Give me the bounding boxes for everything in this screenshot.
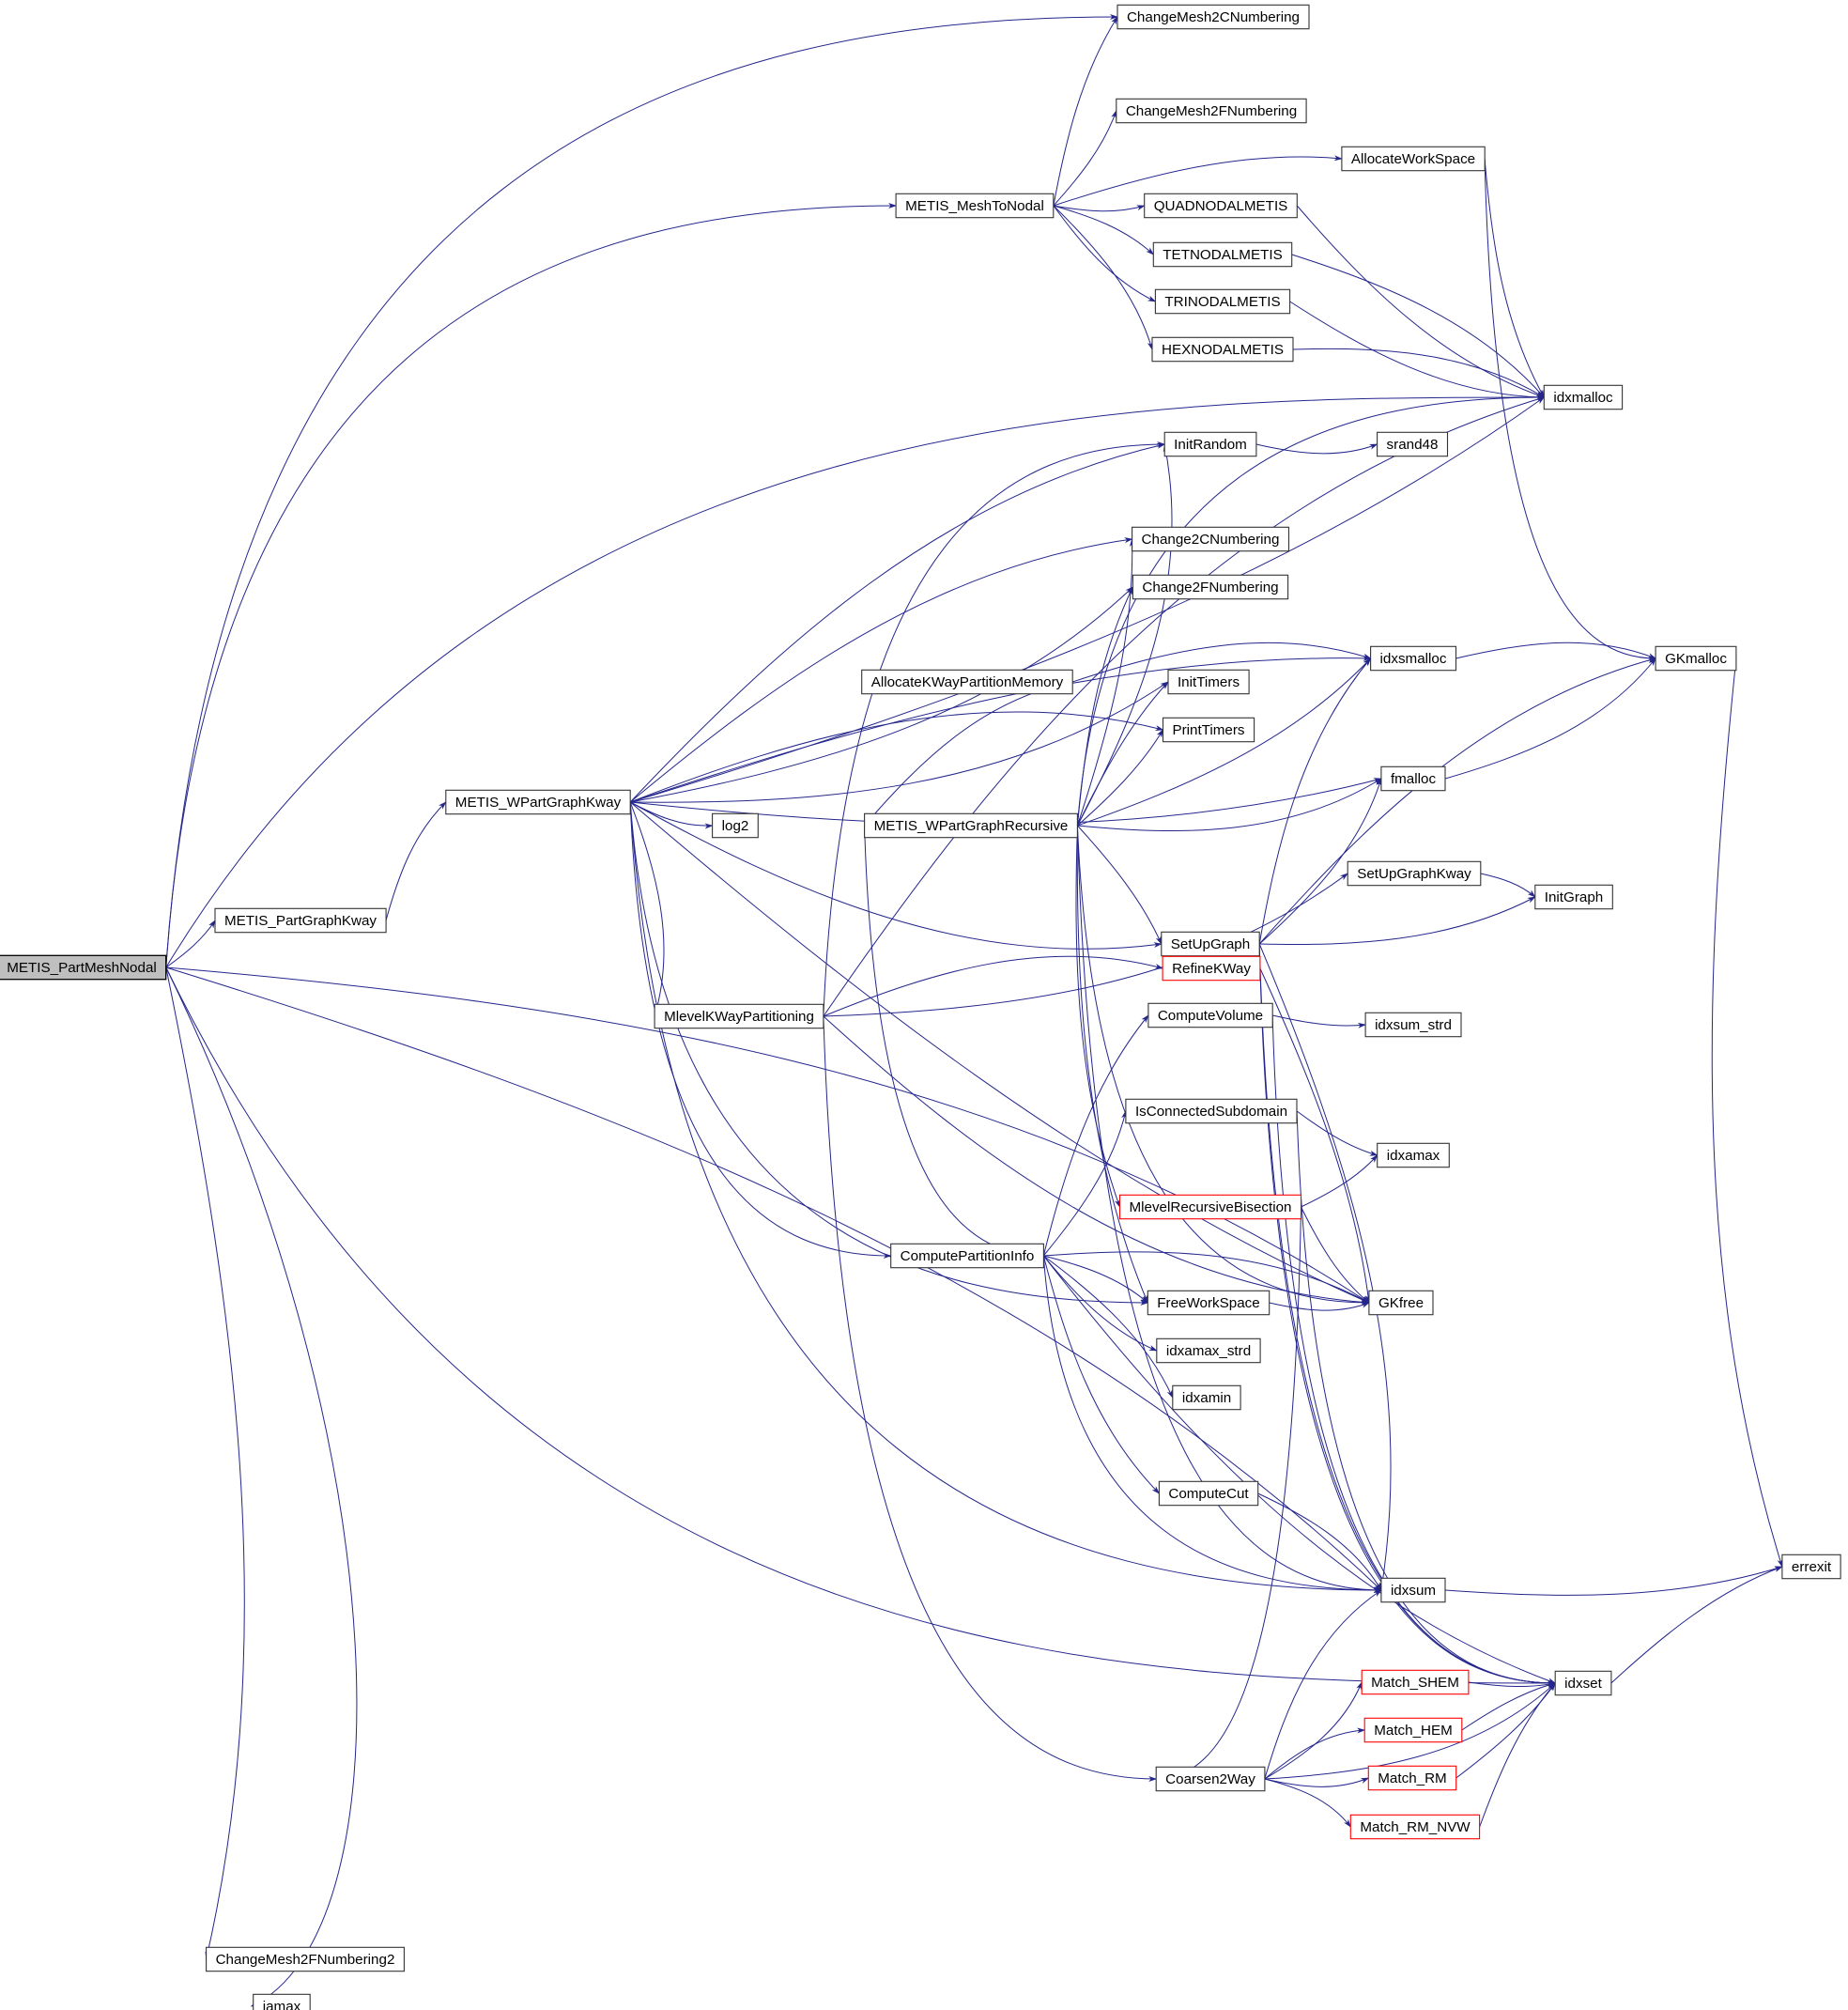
svg-text:TETNODALMETIS: TETNODALMETIS: [1163, 247, 1282, 263]
svg-text:METIS_WPartGraphRecursive: METIS_WPartGraphRecursive: [874, 818, 1069, 834]
svg-text:idxmalloc: idxmalloc: [1553, 390, 1613, 406]
svg-text:ComputeCut: ComputeCut: [1168, 1486, 1249, 1502]
svg-text:idxamax: idxamax: [1387, 1148, 1440, 1164]
svg-text:METIS_MeshToNodal: METIS_MeshToNodal: [905, 198, 1044, 214]
svg-text:ChangeMesh2FNumbering2: ChangeMesh2FNumbering2: [216, 1952, 395, 1968]
svg-text:AllocateKWayPartitionMemory: AllocateKWayPartitionMemory: [871, 674, 1064, 690]
svg-text:idxsum_strd: idxsum_strd: [1375, 1017, 1452, 1033]
svg-text:GKmalloc: GKmalloc: [1665, 651, 1727, 667]
svg-text:errexit: errexit: [1792, 1559, 1832, 1575]
svg-text:METIS_WPartGraphKway: METIS_WPartGraphKway: [455, 795, 622, 811]
svg-text:InitRandom: InitRandom: [1174, 437, 1247, 453]
svg-text:Match_SHEM: Match_SHEM: [1371, 1675, 1459, 1691]
svg-text:Match_RM: Match_RM: [1378, 1770, 1446, 1786]
svg-text:idxamax_strd: idxamax_strd: [1166, 1343, 1251, 1359]
svg-text:GKfree: GKfree: [1378, 1295, 1424, 1311]
svg-text:AllocateWorkSpace: AllocateWorkSpace: [1351, 151, 1475, 167]
svg-text:log2: log2: [722, 818, 749, 834]
svg-text:Match_HEM: Match_HEM: [1374, 1723, 1453, 1739]
svg-text:idxsmalloc: idxsmalloc: [1380, 651, 1447, 667]
svg-text:Coarsen2Way: Coarsen2Way: [1165, 1771, 1255, 1787]
svg-text:METIS_PartMeshNodal: METIS_PartMeshNodal: [7, 960, 157, 976]
svg-text:Match_RM_NVW: Match_RM_NVW: [1360, 1819, 1471, 1835]
svg-text:fmalloc: fmalloc: [1391, 771, 1437, 787]
svg-text:HEXNODALMETIS: HEXNODALMETIS: [1162, 342, 1284, 358]
svg-text:PrintTimers: PrintTimers: [1172, 722, 1244, 738]
svg-text:SetUpGraphKway: SetUpGraphKway: [1357, 866, 1471, 882]
svg-text:InitTimers: InitTimers: [1178, 674, 1240, 690]
svg-text:ChangeMesh2FNumbering: ChangeMesh2FNumbering: [1126, 103, 1297, 119]
svg-text:ChangeMesh2CNumbering: ChangeMesh2CNumbering: [1127, 9, 1300, 25]
svg-text:SetUpGraph: SetUpGraph: [1171, 936, 1250, 952]
svg-text:TRINODALMETIS: TRINODALMETIS: [1164, 294, 1280, 310]
svg-text:FreeWorkSpace: FreeWorkSpace: [1157, 1295, 1259, 1311]
svg-text:idxamin: idxamin: [1182, 1390, 1231, 1406]
svg-text:idxset: idxset: [1564, 1676, 1602, 1692]
svg-text:ComputePartitionInfo: ComputePartitionInfo: [901, 1248, 1035, 1264]
svg-text:MlevelRecursiveBisection: MlevelRecursiveBisection: [1129, 1199, 1291, 1215]
svg-text:RefineKWay: RefineKWay: [1172, 961, 1251, 977]
svg-text:iamax: iamax: [263, 1999, 301, 2010]
svg-text:idxsum: idxsum: [1391, 1583, 1436, 1599]
svg-text:srand48: srand48: [1387, 437, 1439, 453]
svg-text:MlevelKWayPartitioning: MlevelKWayPartitioning: [664, 1009, 814, 1025]
svg-text:IsConnectedSubdomain: IsConnectedSubdomain: [1135, 1104, 1287, 1120]
svg-text:QUADNODALMETIS: QUADNODALMETIS: [1154, 198, 1288, 214]
svg-text:METIS_PartGraphKway: METIS_PartGraphKway: [224, 913, 377, 929]
svg-text:Change2FNumbering: Change2FNumbering: [1142, 580, 1278, 595]
svg-text:Change2CNumbering: Change2CNumbering: [1142, 532, 1280, 548]
svg-text:ComputeVolume: ComputeVolume: [1158, 1008, 1263, 1024]
svg-text:InitGraph: InitGraph: [1545, 889, 1603, 905]
